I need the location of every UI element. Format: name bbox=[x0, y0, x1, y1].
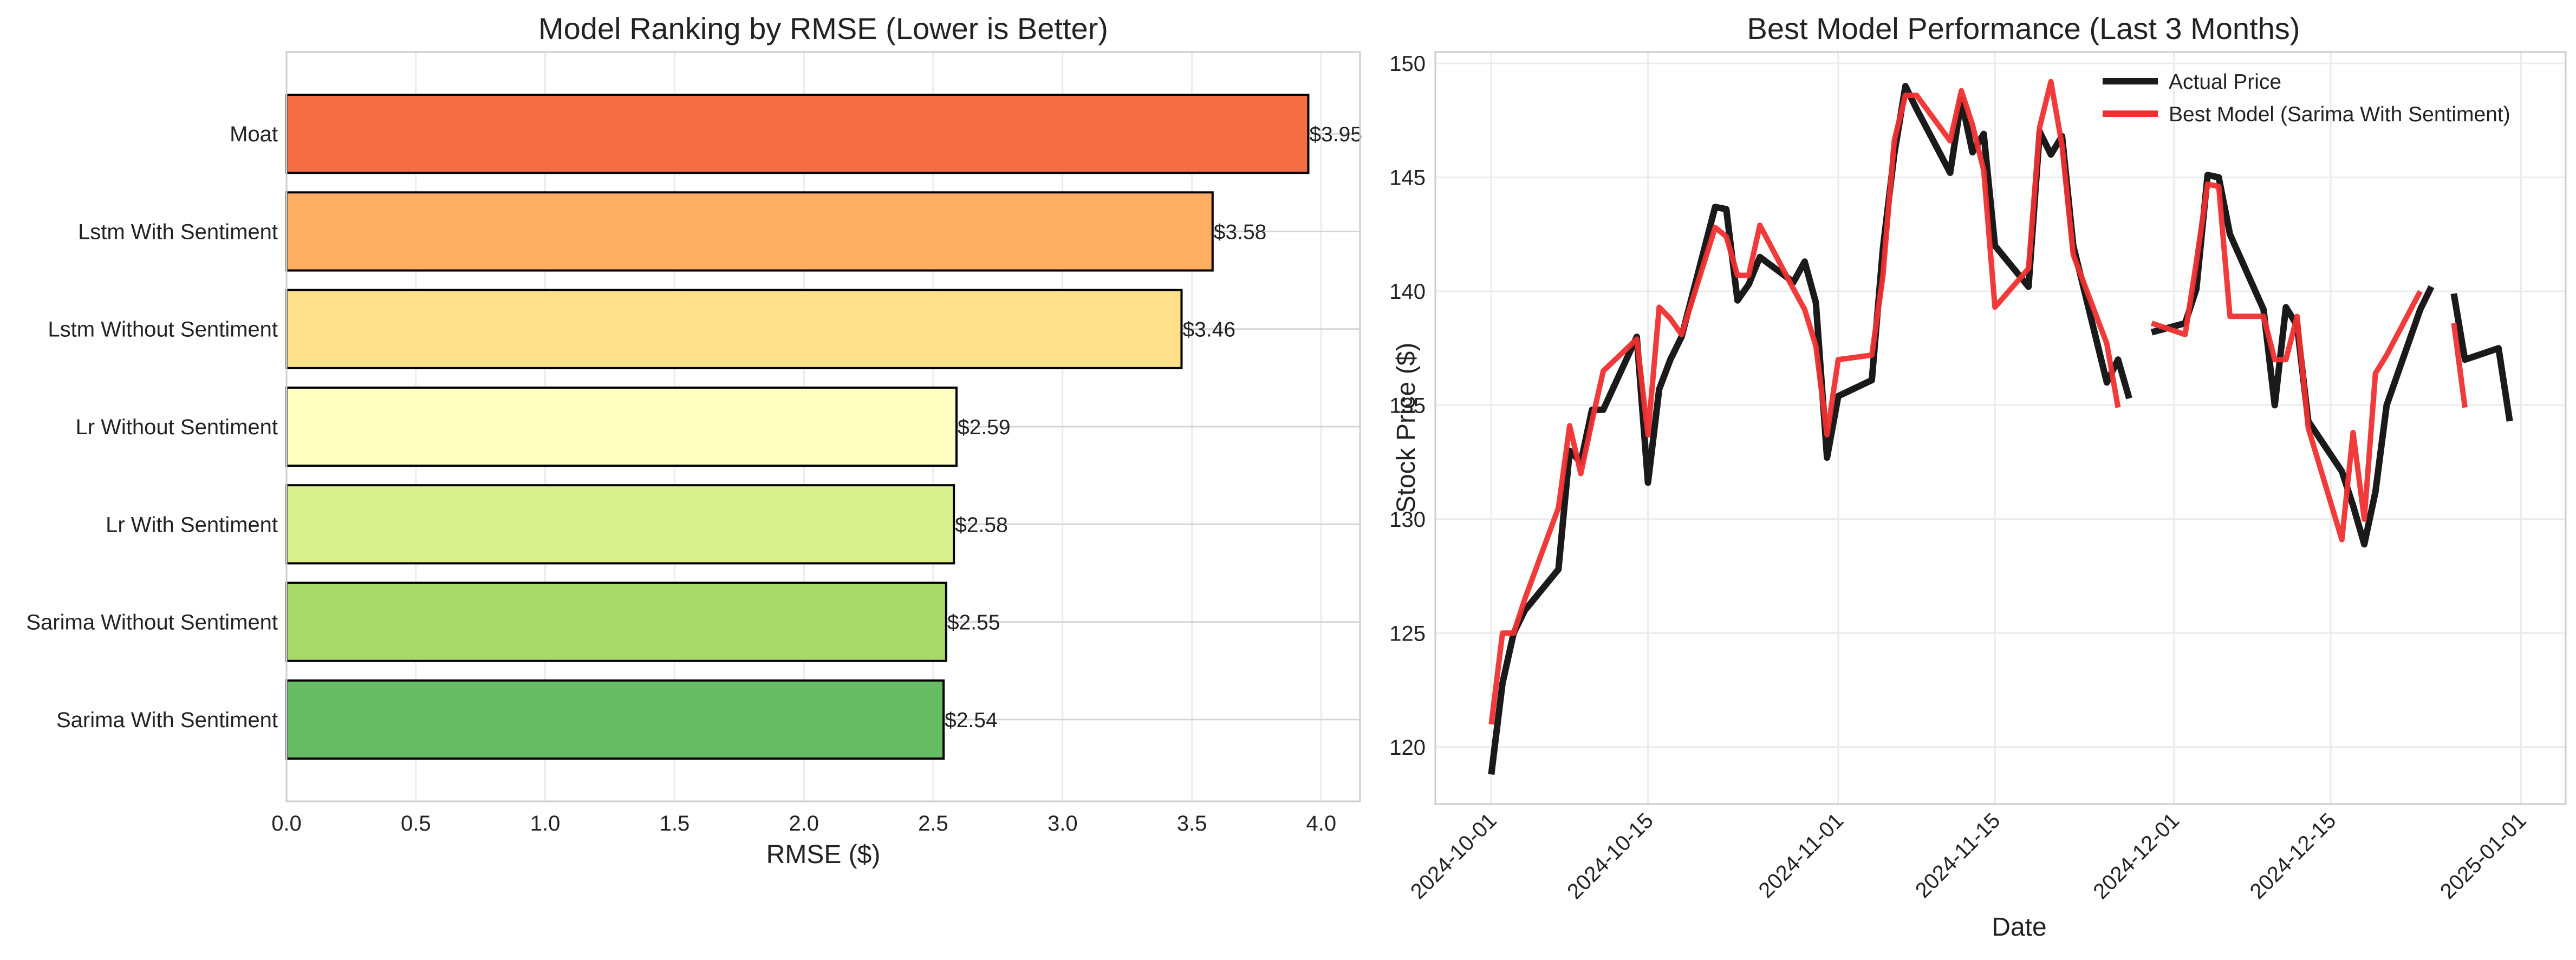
line-chart-y-tick-label: 125 bbox=[1389, 622, 1426, 645]
bar-chart-category-label: Sarima Without Sentiment bbox=[26, 611, 278, 635]
bar-lstm-without-sentiment bbox=[285, 289, 1183, 369]
bar-value-label: $3.58 bbox=[1214, 220, 1267, 244]
bar-chart-plot-frame bbox=[285, 51, 1361, 802]
line-chart-y-tick-label: 135 bbox=[1389, 394, 1426, 417]
bar-chart-category-label: Lr With Sentiment bbox=[106, 513, 278, 537]
bar-chart-x-tick-label: 1.0 bbox=[530, 812, 561, 835]
bar-chart-x-axis-label: RMSE ($) bbox=[766, 840, 881, 869]
line-chart-y-tick-label: 140 bbox=[1389, 280, 1426, 304]
bar-value-label: $2.58 bbox=[955, 513, 1008, 537]
line-chart-y-tick-label: 150 bbox=[1389, 52, 1426, 76]
bar-chart-title: Model Ranking by RMSE (Lower is Better) bbox=[538, 11, 1108, 45]
line-chart-y-axis-label: Stock Price ($) bbox=[1392, 343, 1421, 513]
line-chart-title: Best Model Performance (Last 3 Months) bbox=[1747, 11, 2300, 45]
line-chart-y-tick-label: 145 bbox=[1389, 166, 1426, 190]
bar-chart-x-tick-label: 1.5 bbox=[660, 812, 690, 835]
bar-chart-x-tick-label: 4.0 bbox=[1306, 812, 1337, 835]
bar-value-label: $3.95 bbox=[1309, 123, 1362, 146]
bar-chart-category-label: Lstm With Sentiment bbox=[78, 220, 278, 244]
legend-label-best-model: Best Model (Sarima With Sentiment) bbox=[2169, 103, 2510, 126]
bar-sarima-without-sentiment bbox=[285, 582, 947, 662]
rmse-bar-chart: Model Ranking by RMSE (Lower is Better) … bbox=[26, 11, 1362, 869]
bar-chart-category-label: Sarima With Sentiment bbox=[56, 708, 278, 732]
bar-sarima-with-sentiment bbox=[285, 679, 945, 760]
bar-lr-without-sentiment bbox=[285, 386, 958, 467]
bar-moat bbox=[285, 94, 1310, 174]
line-chart-gridlines bbox=[1435, 52, 2566, 804]
legend-label-actual: Actual Price bbox=[2169, 70, 2281, 94]
bar-chart-x-tick-label: 2.5 bbox=[918, 812, 948, 835]
bar-chart-x-tick-label: 3.5 bbox=[1177, 812, 1207, 835]
actual-price-line-segment bbox=[2450, 293, 2513, 422]
best-model-line-segment bbox=[2451, 323, 2468, 408]
bar-chart-category-label: Lr Without Sentiment bbox=[76, 415, 278, 439]
line-chart-legend: Actual Price Best Model (Sarima With Sen… bbox=[2103, 70, 2510, 126]
bar-value-label: $2.55 bbox=[947, 611, 1000, 635]
bar-chart-category-label: Moat bbox=[230, 122, 278, 146]
bar-value-label: $2.54 bbox=[945, 709, 998, 732]
bar-value-label: $2.59 bbox=[958, 416, 1011, 439]
bar-chart-category-label: Lstm Without Sentiment bbox=[48, 318, 278, 342]
line-chart-series bbox=[1488, 79, 2513, 775]
best-model-line-segment bbox=[1488, 79, 2121, 725]
line-chart-y-tick-label: 130 bbox=[1389, 508, 1426, 532]
line-chart-x-axis-label: Date bbox=[1992, 913, 2046, 942]
bar-value-label: $3.46 bbox=[1182, 318, 1235, 342]
line-chart-plot-frame bbox=[1434, 51, 2567, 805]
bar-chart-ticks: 0.0 0.5 1.0 1.5 2.0 2.5 3.0 3.5 4.0 Moat Lstm With… bbox=[26, 122, 1336, 835]
bar-chart-x-tick-label: 0.5 bbox=[401, 812, 431, 835]
bar-lr-with-sentiment bbox=[285, 484, 955, 565]
bar-chart-x-tick-label: 2.0 bbox=[789, 812, 819, 835]
bar-lstm-with-sentiment bbox=[285, 191, 1214, 272]
bar-chart-x-tick-label: 0.0 bbox=[271, 812, 302, 835]
best-model-line-segment bbox=[2150, 181, 2423, 543]
bar-chart-x-tick-label: 3.0 bbox=[1048, 812, 1078, 835]
line-chart-y-tick-label: 120 bbox=[1389, 736, 1426, 760]
bar-chart-bars: $3.95 $3.58 $3.46 $2.59 $2.58 $2.55 $2.54 bbox=[285, 94, 1362, 760]
